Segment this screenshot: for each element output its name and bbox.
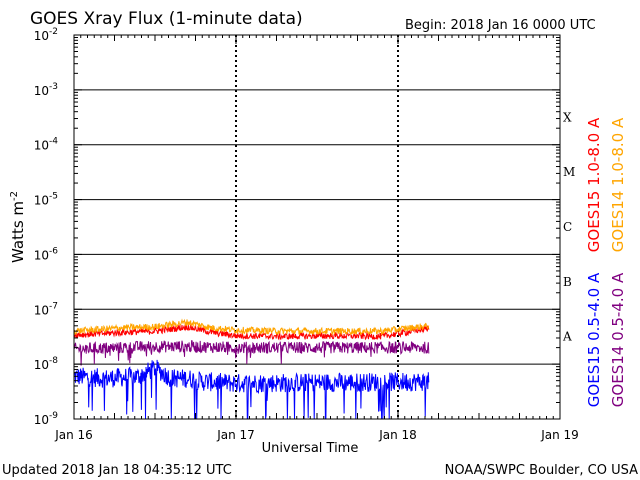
y-axis-label: Watts m-2: [9, 191, 27, 263]
y-axis-label-exponent: -2: [9, 191, 20, 201]
flare-class-label: B: [563, 275, 572, 289]
y-tick-exponent: -9: [49, 411, 58, 421]
grid-lines: [74, 35, 560, 419]
y-tick-label: 10-9: [34, 411, 59, 427]
data-source: NOAA/SWPC Boulder, CO USA: [445, 463, 638, 478]
y-tick-label: 10-7: [34, 301, 58, 317]
x-tick-label: Jan 19: [540, 428, 579, 442]
series-line: [73, 322, 430, 341]
y-tick-label: 10-3: [34, 82, 58, 98]
y-tick-base: 10: [34, 29, 49, 43]
series-line: [73, 340, 430, 366]
y-tick-exponent: -5: [49, 192, 58, 202]
y-tick-base: 10: [34, 84, 49, 98]
series-line: [73, 359, 430, 420]
updated-timestamp: Updated 2018 Jan 18 04:35:12 UTC: [2, 463, 232, 478]
y-tick-base: 10: [34, 303, 49, 317]
x-tick-label: Jan 18: [378, 428, 417, 442]
series-line: [73, 318, 430, 337]
y-tick-base: 10: [34, 248, 49, 262]
y-tick-base: 10: [34, 413, 49, 427]
plot-frame: [73, 34, 561, 420]
flare-class-label: X: [563, 110, 572, 124]
y-axis-label-base: Watts m: [9, 201, 27, 263]
x-tick-label: Jan 17: [216, 428, 255, 442]
y-tick-exponent: -2: [49, 27, 58, 37]
flare-class-label: C: [563, 220, 572, 234]
legend-entry: GOES15 0.5-4.0 A: [585, 272, 603, 407]
y-tick-exponent: -7: [49, 301, 58, 311]
y-tick-exponent: -8: [49, 356, 58, 366]
y-tick-base: 10: [34, 139, 49, 153]
begin-label: Begin: 2018 Jan 16 0000 UTC: [405, 18, 596, 33]
legend-entry: GOES15 1.0-8.0 A: [585, 117, 603, 252]
x-axis-label: Universal Time: [262, 441, 359, 456]
y-tick-exponent: -6: [49, 246, 58, 256]
y-tick-label: 10-6: [34, 246, 59, 262]
y-tick-exponent: -4: [49, 137, 58, 147]
y-tick-exponent: -3: [49, 82, 58, 92]
flare-class-label: A: [562, 330, 572, 344]
y-tick-label: 10-8: [34, 356, 59, 372]
legend-entry: GOES14 0.5-4.0 A: [609, 272, 627, 407]
x-tick-label: Jan 16: [54, 428, 93, 442]
y-tick-label: 10-5: [34, 192, 58, 208]
chart-title: GOES Xray Flux (1-minute data): [30, 9, 303, 29]
data-series: [73, 318, 430, 420]
flare-class-label: M: [563, 165, 575, 179]
y-tick-label: 10-4: [34, 137, 59, 153]
y-tick-base: 10: [34, 194, 49, 208]
y-tick-label: 10-2: [34, 27, 58, 43]
legend-entry: GOES14 1.0-8.0 A: [609, 117, 627, 252]
y-tick-base: 10: [34, 358, 49, 372]
